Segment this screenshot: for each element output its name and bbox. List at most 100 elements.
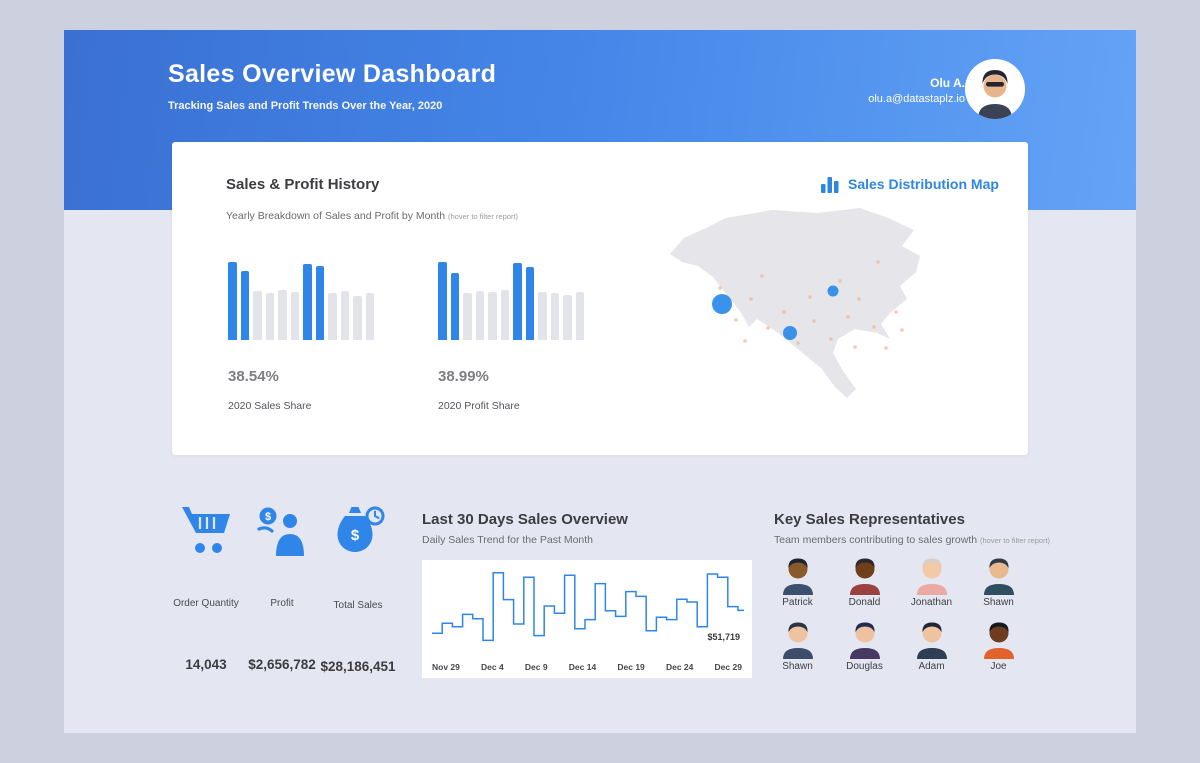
- kpi-order-quantity: Order Quantity 14,043: [168, 504, 244, 674]
- bar-chart-icon: [821, 177, 839, 193]
- sales-distribution-map[interactable]: [650, 198, 960, 442]
- rep-name: Shawn: [983, 597, 1014, 608]
- sales-rep-joe[interactable]: Joe: [965, 617, 1032, 672]
- reps-subtitle: Team members contributing to sales growt…: [774, 534, 1050, 546]
- month-bar[interactable]: [500, 290, 509, 340]
- month-bar[interactable]: [353, 295, 362, 340]
- sales-share-value: 38.54%: [228, 368, 279, 385]
- rep-avatar: [849, 622, 880, 659]
- sales-share-chart[interactable]: [228, 262, 378, 340]
- rep-name: Adam: [918, 661, 945, 672]
- avatar-illustration: [965, 59, 1025, 119]
- city-dot: [812, 319, 816, 323]
- card-title: Sales & Profit History: [226, 176, 380, 193]
- user-info: Olu A. olu.a@datastaplz.io: [868, 76, 965, 105]
- sales-rep-donald[interactable]: Donald: [831, 553, 898, 608]
- rep-avatar: [916, 558, 947, 595]
- month-bar[interactable]: [475, 290, 484, 340]
- user-email: olu.a@datastaplz.io: [868, 93, 965, 105]
- kpi-value: $28,186,451: [320, 659, 396, 674]
- x-tick-label: Dec 4: [481, 662, 504, 672]
- rep-name: Shawn: [782, 661, 813, 672]
- sales-rep-adam[interactable]: Adam: [898, 617, 965, 672]
- city-dot: [838, 279, 842, 283]
- month-bar[interactable]: [278, 290, 287, 340]
- month-bar[interactable]: [315, 265, 324, 340]
- rep-avatar: [782, 622, 813, 659]
- sales-rep-jonathan[interactable]: Jonathan: [898, 553, 965, 608]
- profit-share-label: 2020 Profit Share: [438, 400, 520, 412]
- month-bar[interactable]: [488, 292, 497, 340]
- month-bar[interactable]: [240, 271, 249, 340]
- rep-name: Douglas: [846, 661, 883, 672]
- x-tick-label: Dec 29: [714, 662, 742, 672]
- sales-map-marker[interactable]: [783, 326, 797, 340]
- page-subtitle: Tracking Sales and Profit Trends Over th…: [168, 100, 443, 112]
- city-dot: [796, 341, 800, 345]
- city-dot: [829, 337, 833, 341]
- card-subtitle: Yearly Breakdown of Sales and Profit by …: [226, 210, 518, 222]
- month-bar[interactable]: [563, 294, 572, 340]
- city-dot: [743, 339, 747, 343]
- month-bar[interactable]: [513, 262, 522, 340]
- month-bar[interactable]: [538, 291, 547, 340]
- profit-share-chart[interactable]: [438, 262, 588, 340]
- month-bar[interactable]: [290, 292, 299, 340]
- month-bar[interactable]: [463, 293, 472, 340]
- sales-rep-shawn[interactable]: Shawn: [764, 617, 831, 672]
- rep-avatar: [983, 622, 1014, 659]
- rep-avatar: [916, 622, 947, 659]
- sales-annotation: $51,719: [707, 632, 740, 642]
- month-bar[interactable]: [303, 263, 312, 340]
- last30-title: Last 30 Days Sales Overview: [422, 511, 628, 528]
- daily-sales-chart-card: $51,719 Nov 29 Dec 4 Dec 9 Dec 14 Dec 19 Dec …: [422, 560, 752, 678]
- x-tick-label: Dec 19: [617, 662, 645, 672]
- month-bar[interactable]: [450, 272, 459, 340]
- month-bar[interactable]: [228, 262, 237, 340]
- month-bar[interactable]: [550, 293, 559, 340]
- month-bar[interactable]: [365, 293, 374, 340]
- svg-text:$: $: [265, 511, 271, 523]
- kpi-label: Order Quantity: [173, 598, 239, 609]
- sales-rep-patrick[interactable]: Patrick: [764, 553, 831, 608]
- city-dot: [884, 346, 888, 350]
- rep-name: Donald: [848, 597, 881, 608]
- rep-name: Patrick: [782, 597, 813, 608]
- city-dot: [846, 315, 850, 319]
- page-title: Sales Overview Dashboard: [168, 60, 497, 88]
- month-bar[interactable]: [253, 290, 262, 340]
- month-bar[interactable]: [438, 262, 447, 340]
- user-avatar[interactable]: [965, 59, 1025, 119]
- city-dot: [782, 310, 786, 314]
- sales-rep-shawn[interactable]: Shawn: [965, 553, 1032, 608]
- city-dot: [872, 325, 876, 329]
- month-bar[interactable]: [340, 290, 349, 340]
- sales-profit-history-card: Sales & Profit History Yearly Breakdown …: [172, 142, 1028, 455]
- month-bar[interactable]: [265, 293, 274, 340]
- rep-name: Joe: [990, 661, 1007, 672]
- map-header: Sales Distribution Map: [820, 174, 999, 194]
- sales-map-marker[interactable]: [712, 294, 732, 314]
- month-bar[interactable]: [575, 292, 584, 340]
- x-tick-label: Dec 24: [665, 662, 694, 672]
- rep-name: Jonathan: [910, 597, 953, 608]
- city-dot: [857, 297, 861, 301]
- month-bar[interactable]: [525, 267, 534, 340]
- rep-avatar: [782, 558, 813, 595]
- daily-sales-step-chart[interactable]: [422, 560, 752, 652]
- map-title: Sales Distribution Map: [848, 176, 999, 192]
- city-dot: [876, 260, 880, 264]
- rep-avatar: [983, 558, 1014, 595]
- city-dot: [808, 295, 812, 299]
- card-subtitle-text: Yearly Breakdown of Sales and Profit by …: [226, 210, 446, 222]
- x-tick-label: Dec 9: [524, 662, 548, 672]
- cart-icon: [182, 507, 230, 553]
- sales-rep-douglas[interactable]: Douglas: [831, 617, 898, 672]
- kpi-label: Total Sales: [333, 600, 383, 611]
- city-dot: [718, 286, 722, 290]
- kpi-value: $2,656,782: [248, 657, 316, 672]
- card-subtitle-note: (hover to filter report): [448, 212, 519, 221]
- money-bag-clock-icon: $: [337, 506, 385, 552]
- sales-map-marker[interactable]: [827, 285, 839, 297]
- month-bar[interactable]: [328, 293, 337, 340]
